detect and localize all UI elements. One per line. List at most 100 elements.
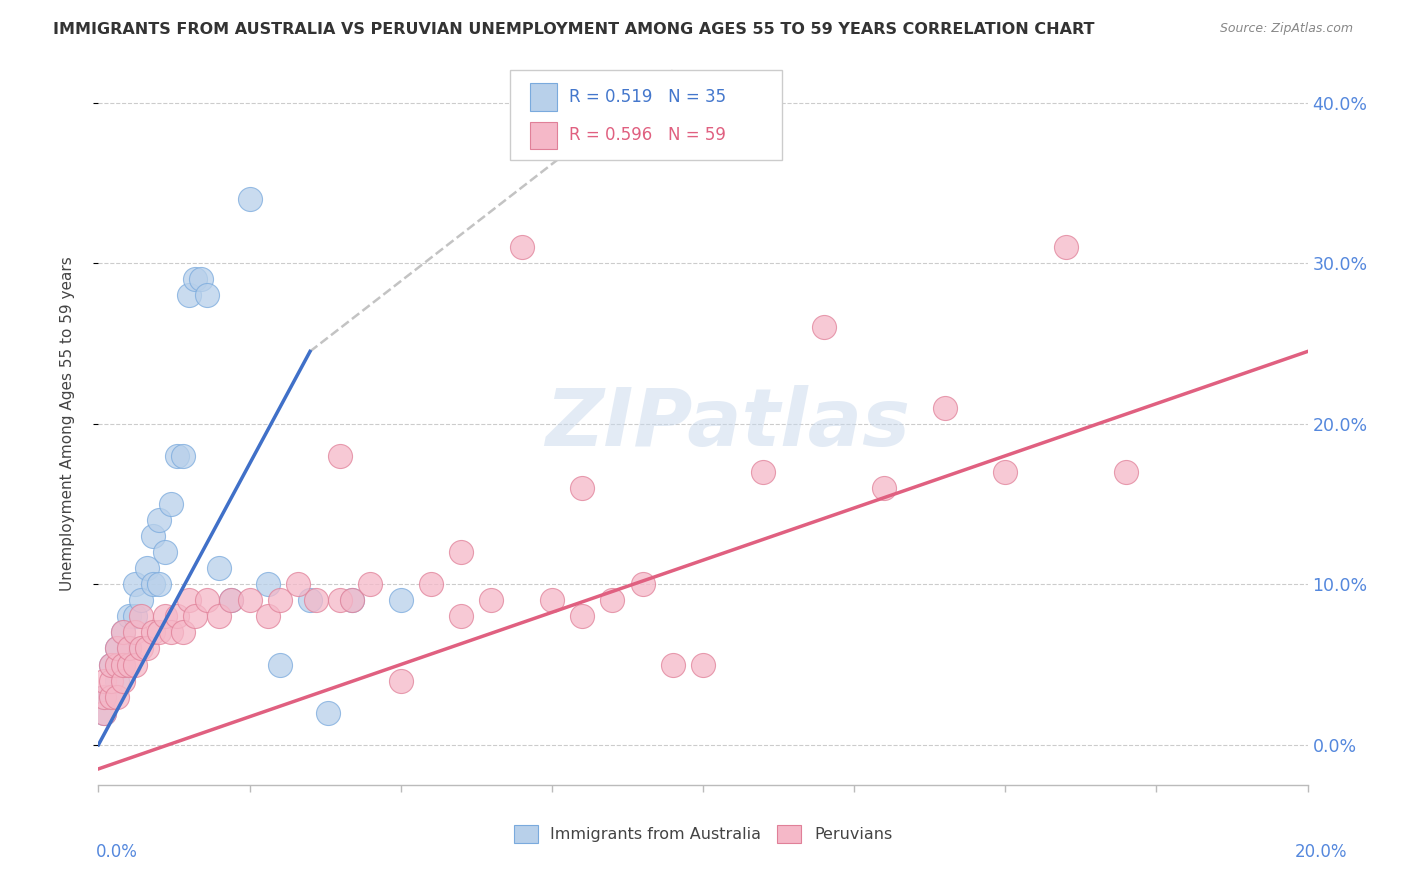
Text: Source: ZipAtlas.com: Source: ZipAtlas.com (1219, 22, 1353, 36)
Point (172, 449, 194, 463)
Point (692, 657, 714, 672)
Point (934, 401, 956, 415)
Point (994, 465, 1017, 479)
Point (420, 577, 443, 591)
Point (100, 690, 122, 704)
Point (124, 609, 146, 624)
Point (105, 657, 128, 672)
Point (752, 465, 775, 479)
Point (256, 577, 278, 591)
Point (166, 449, 188, 463)
Bar (530, 121, 557, 149)
Text: R = 0.519   N = 35: R = 0.519 N = 35 (569, 88, 725, 106)
Point (93, 690, 115, 704)
Point (873, 481, 896, 495)
Point (166, 609, 188, 624)
Point (450, 545, 472, 559)
Point (100, 673, 122, 688)
Point (142, 625, 165, 640)
Point (129, 609, 152, 624)
Text: R = 0.596   N = 59: R = 0.596 N = 59 (569, 127, 725, 145)
Point (118, 641, 141, 656)
Point (184, 272, 207, 286)
Point (129, 593, 152, 607)
Point (105, 673, 128, 688)
Point (105, 641, 128, 656)
Point (316, 706, 339, 720)
Point (111, 657, 134, 672)
Point (118, 641, 141, 656)
Point (142, 577, 165, 591)
Point (118, 609, 141, 624)
Point (111, 657, 134, 672)
Point (305, 593, 328, 607)
Point (571, 481, 593, 495)
Point (118, 657, 141, 672)
Text: 20.0%: 20.0% (1295, 843, 1347, 861)
Point (329, 449, 352, 463)
Point (540, 593, 562, 607)
Point (160, 497, 183, 511)
Point (1115, 465, 1137, 479)
Point (93, 690, 115, 704)
Point (510, 240, 533, 254)
Point (195, 593, 218, 607)
Point (135, 641, 157, 656)
Point (148, 577, 170, 591)
Point (124, 657, 146, 672)
Point (111, 625, 134, 640)
Point (135, 561, 157, 575)
Legend: Immigrants from Australia, Peruvians: Immigrants from Australia, Peruvians (508, 819, 898, 849)
Point (389, 673, 412, 688)
Point (93, 673, 115, 688)
Point (153, 545, 176, 559)
Point (93, 706, 115, 720)
Point (160, 625, 183, 640)
Point (208, 609, 231, 624)
Point (269, 657, 291, 672)
Text: IMMIGRANTS FROM AUSTRALIA VS PERUVIAN UNEMPLOYMENT AMONG AGES 55 TO 59 YEARS COR: IMMIGRANTS FROM AUSTRALIA VS PERUVIAN UN… (53, 22, 1095, 37)
FancyBboxPatch shape (509, 70, 782, 160)
Point (813, 320, 835, 334)
Point (481, 593, 503, 607)
Point (287, 577, 309, 591)
Point (124, 625, 146, 640)
Point (631, 577, 654, 591)
Point (142, 529, 165, 543)
Point (329, 593, 352, 607)
Text: 0.0%: 0.0% (96, 843, 138, 861)
Point (1054, 240, 1077, 254)
Point (105, 690, 128, 704)
Point (100, 690, 122, 704)
Point (269, 593, 291, 607)
Point (571, 609, 593, 624)
Point (602, 593, 624, 607)
Point (342, 593, 364, 607)
Point (179, 288, 201, 302)
Bar (530, 83, 557, 111)
Point (208, 561, 231, 575)
Point (450, 609, 472, 624)
Y-axis label: Unemployment Among Ages 55 to 59 years: Unemployment Among Ages 55 to 59 years (60, 256, 75, 591)
Point (111, 625, 134, 640)
Point (124, 577, 146, 591)
Point (661, 657, 683, 672)
Text: ZIPatlas: ZIPatlas (544, 384, 910, 463)
Point (221, 593, 243, 607)
Point (184, 609, 207, 624)
Point (360, 577, 382, 591)
Point (111, 673, 134, 688)
Point (179, 593, 201, 607)
Point (93, 706, 115, 720)
Point (148, 513, 170, 527)
Point (100, 657, 122, 672)
Point (190, 272, 212, 286)
Point (153, 609, 176, 624)
Point (129, 641, 152, 656)
Point (299, 593, 322, 607)
Point (172, 625, 194, 640)
Point (105, 641, 128, 656)
Point (256, 609, 278, 624)
Point (148, 625, 170, 640)
Point (389, 593, 412, 607)
